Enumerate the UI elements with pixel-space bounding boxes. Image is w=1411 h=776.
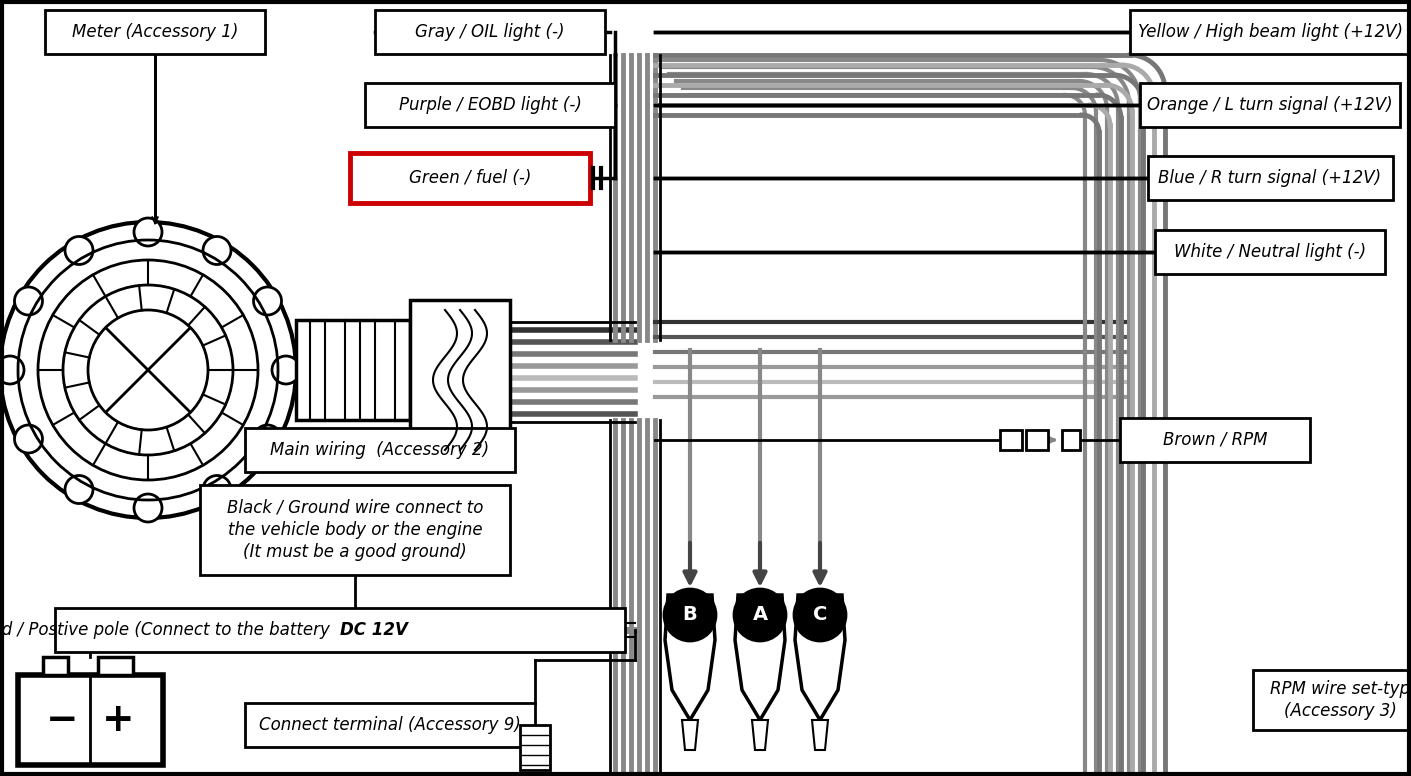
Circle shape [794, 589, 847, 641]
Circle shape [65, 237, 93, 265]
Bar [296, 320, 411, 420]
Text: −: − [45, 701, 79, 739]
Circle shape [134, 494, 162, 522]
Text: Orange / L turn signal (+12V): Orange / L turn signal (+12V) [1147, 96, 1393, 114]
Polygon shape [794, 595, 845, 720]
Circle shape [14, 425, 42, 453]
Text: Purple / EOBD light (-): Purple / EOBD light (-) [398, 96, 581, 114]
FancyBboxPatch shape [246, 428, 515, 472]
Circle shape [203, 476, 231, 504]
Bar [1062, 430, 1079, 450]
Text: Yellow / High beam light (+12V): Yellow / High beam light (+12V) [1137, 23, 1403, 41]
Circle shape [665, 589, 715, 641]
Bar [1000, 430, 1022, 450]
FancyBboxPatch shape [1156, 230, 1386, 274]
FancyBboxPatch shape [375, 10, 605, 54]
Circle shape [0, 222, 296, 518]
Bar [1026, 430, 1048, 450]
Circle shape [65, 476, 93, 504]
Circle shape [254, 425, 282, 453]
Polygon shape [752, 720, 768, 750]
FancyBboxPatch shape [45, 10, 265, 54]
Text: Connect terminal (Accessory 9): Connect terminal (Accessory 9) [260, 716, 521, 734]
Circle shape [14, 287, 42, 315]
Text: +: + [102, 701, 134, 739]
FancyBboxPatch shape [200, 485, 509, 575]
FancyBboxPatch shape [1253, 670, 1411, 730]
Text: C: C [813, 605, 827, 625]
Text: B: B [683, 605, 697, 625]
Text: Red / Postive pole (Connect to the battery: Red / Postive pole (Connect to the batte… [0, 621, 340, 639]
Text: White / Neutral light (-): White / Neutral light (-) [1174, 243, 1366, 261]
Text: DC 12V: DC 12V [340, 621, 408, 639]
FancyBboxPatch shape [1147, 156, 1393, 200]
Polygon shape [811, 720, 828, 750]
FancyBboxPatch shape [1140, 83, 1400, 127]
Text: RPM wire set-typ
(Accessory 3): RPM wire set-typ (Accessory 3) [1270, 680, 1410, 720]
FancyBboxPatch shape [55, 608, 625, 652]
Circle shape [203, 237, 231, 265]
Text: Meter (Accessory 1): Meter (Accessory 1) [72, 23, 238, 41]
Text: Brown / RPM: Brown / RPM [1163, 431, 1267, 449]
Text: Main wiring  (Accessory 2): Main wiring (Accessory 2) [271, 441, 490, 459]
FancyBboxPatch shape [1130, 10, 1410, 54]
Circle shape [134, 218, 162, 246]
Circle shape [0, 356, 24, 384]
FancyBboxPatch shape [1120, 418, 1309, 462]
Bar [17, 675, 162, 765]
Circle shape [254, 287, 282, 315]
Text: Gray / OIL light (-): Gray / OIL light (-) [415, 23, 564, 41]
Bar [411, 300, 509, 455]
Polygon shape [665, 595, 715, 720]
Text: Blue / R turn signal (+12V): Blue / R turn signal (+12V) [1158, 169, 1381, 187]
FancyBboxPatch shape [365, 83, 615, 127]
Text: Green / fuel (-): Green / fuel (-) [409, 169, 531, 187]
Bar [521, 725, 550, 770]
FancyBboxPatch shape [246, 703, 535, 747]
Polygon shape [735, 595, 785, 720]
Text: A: A [752, 605, 768, 625]
Bar [42, 657, 68, 675]
Circle shape [734, 589, 786, 641]
Bar [97, 657, 133, 675]
Polygon shape [682, 720, 698, 750]
Circle shape [272, 356, 301, 384]
FancyBboxPatch shape [350, 153, 590, 203]
Text: Black / Ground wire connect to
the vehicle body or the engine
(It must be a good: Black / Ground wire connect to the vehic… [227, 499, 483, 561]
